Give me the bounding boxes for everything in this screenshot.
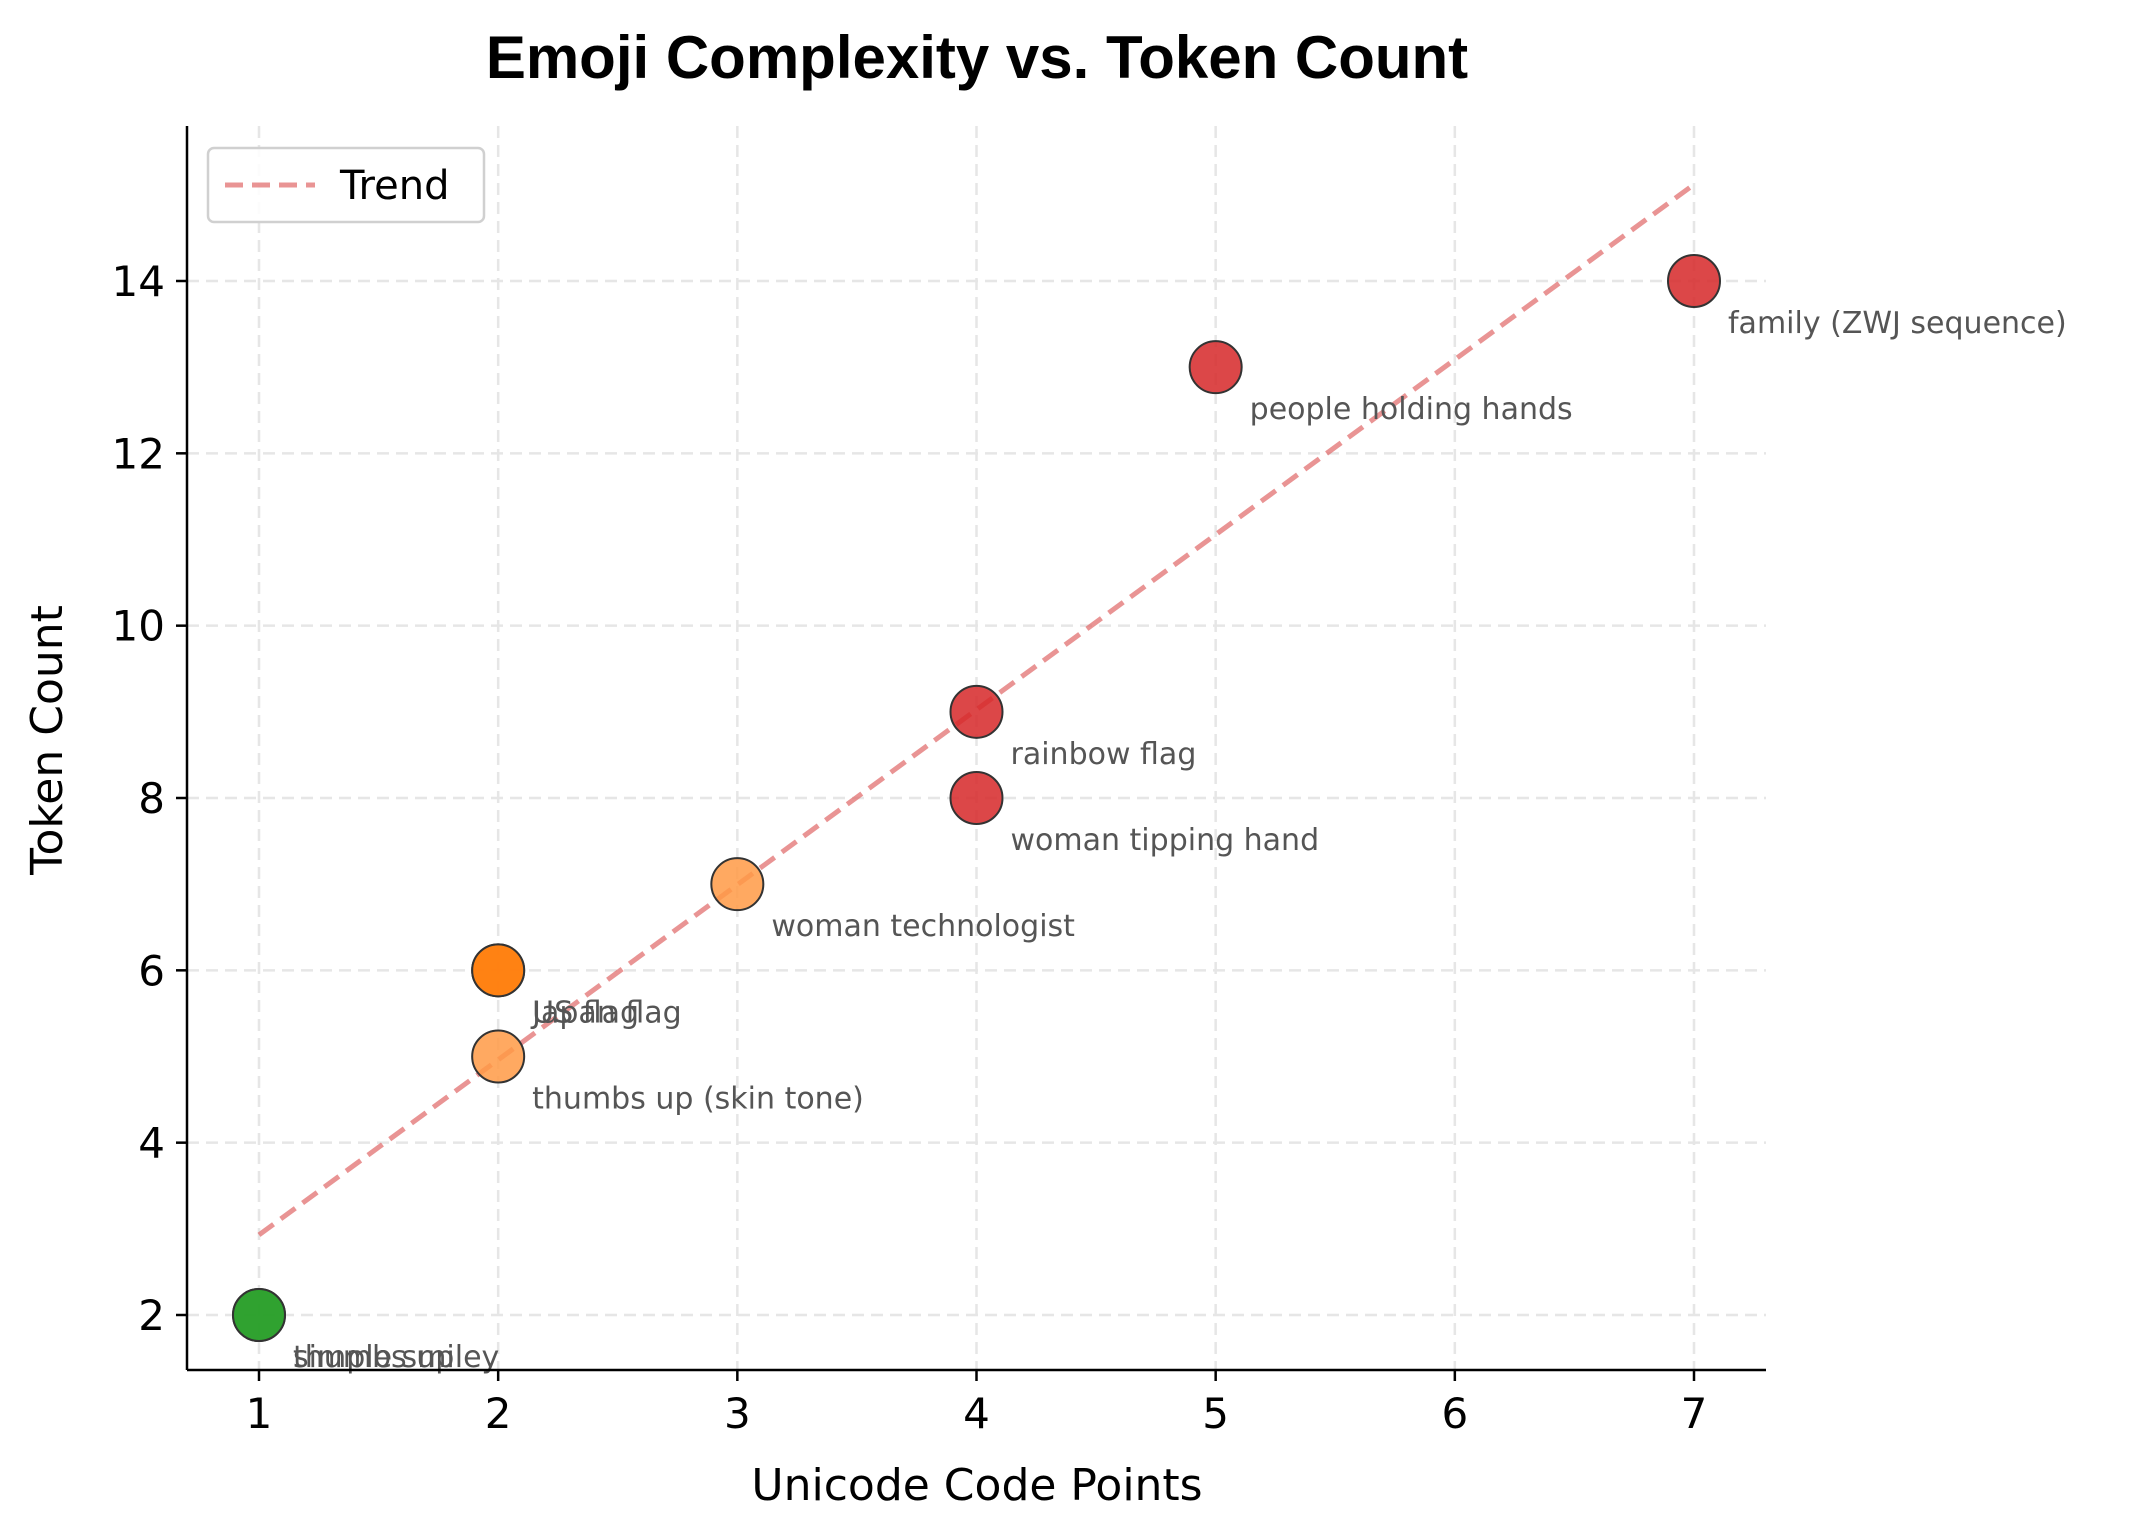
data-point xyxy=(949,684,1004,739)
point-label: US flag xyxy=(532,995,639,1030)
x-tick-label: 2 xyxy=(485,1389,512,1438)
y-axis-label: Token Count xyxy=(22,605,73,876)
y-tick-label: 10 xyxy=(112,602,165,651)
y-tick-label: 8 xyxy=(138,774,165,823)
y-tick-label: 12 xyxy=(112,429,165,478)
point-label: people holding hands xyxy=(1250,392,1573,427)
data-point xyxy=(1667,254,1721,308)
x-tick-label: 6 xyxy=(1441,1389,1468,1438)
point-label: family (ZWJ sequence) xyxy=(1728,306,2067,341)
legend-box xyxy=(206,146,486,224)
x-tick-label: 3 xyxy=(724,1389,751,1438)
y-tick-label: 4 xyxy=(138,1119,165,1168)
x-tick-label: 1 xyxy=(246,1389,273,1438)
data-point xyxy=(232,1288,286,1342)
grid-lines xyxy=(187,126,1766,1370)
point-label: woman technologist xyxy=(771,909,1075,944)
y-tick-label: 14 xyxy=(112,257,165,306)
data-point xyxy=(949,771,1004,825)
x-tick-label: 7 xyxy=(1681,1389,1708,1438)
data-points xyxy=(232,254,1721,1342)
data-point xyxy=(471,943,526,998)
axes xyxy=(176,126,1766,1381)
point-label: thumbs up (skin tone) xyxy=(532,1082,864,1117)
x-axis-label: Unicode Code Points xyxy=(751,1460,1202,1511)
y-tick-label: 2 xyxy=(138,1291,165,1340)
legend: Trend xyxy=(206,146,486,224)
chart-title: Emoji Complexity vs. Token Count xyxy=(486,24,1468,91)
data-point xyxy=(471,1029,526,1084)
data-point xyxy=(710,857,765,912)
data-point xyxy=(1188,340,1243,395)
legend-label: Trend xyxy=(339,163,449,209)
x-tick-label: 4 xyxy=(963,1389,990,1438)
point-label: Japan flag xyxy=(530,995,682,1030)
point-label: rainbow flag xyxy=(1011,737,1197,772)
x-tick-label: 5 xyxy=(1202,1389,1229,1438)
point-label: woman tipping hand xyxy=(1011,823,1320,858)
y-tick-label: 6 xyxy=(138,946,165,995)
